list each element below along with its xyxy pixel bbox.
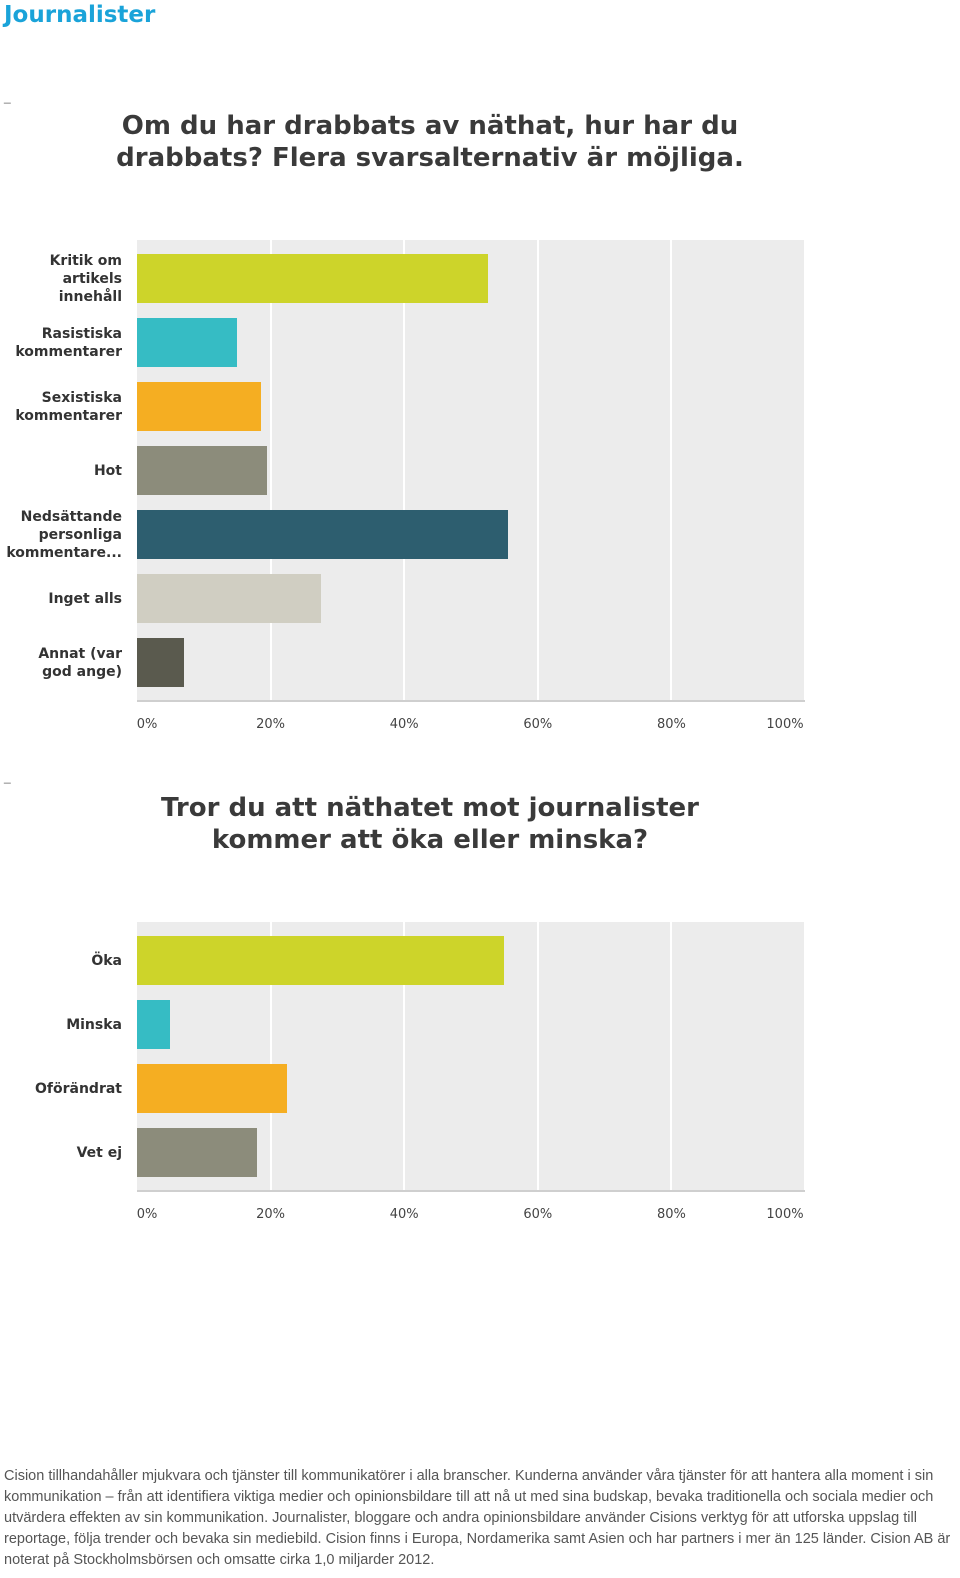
x-tick-label: 80% bbox=[656, 717, 686, 732]
x-tick-label: 20% bbox=[256, 1207, 286, 1222]
x-tick-label: 60% bbox=[523, 1207, 553, 1222]
bar bbox=[137, 1000, 171, 1049]
chart-title-line: Tror du att näthatet mot journalister bbox=[161, 793, 699, 823]
separator-2: _ bbox=[4, 770, 11, 784]
chart-title: Om du har drabbats av näthat, hur har du… bbox=[0, 110, 860, 174]
x-axis-line bbox=[137, 1190, 805, 1192]
category-label-line: kommentare... bbox=[6, 544, 122, 561]
gridline bbox=[804, 240, 806, 702]
chart-title: Tror du att näthatet mot journalister kom… bbox=[0, 792, 860, 856]
bar bbox=[137, 318, 238, 367]
category-label-line: Vet ej bbox=[76, 1144, 122, 1161]
category-label: Kritik om artikels innehåll bbox=[0, 252, 122, 306]
separator-1: _ bbox=[4, 90, 11, 104]
gridline bbox=[804, 922, 806, 1192]
gridline bbox=[670, 922, 673, 1192]
category-label-line: artikels bbox=[62, 270, 122, 287]
bar bbox=[137, 574, 321, 623]
category-label: Öka bbox=[0, 952, 122, 970]
bar bbox=[137, 638, 184, 687]
gridline bbox=[536, 240, 539, 702]
chart-title-line: kommer att öka eller minska? bbox=[211, 825, 649, 855]
category-label-line: Öka bbox=[91, 952, 122, 969]
footer-text: Cision tillhandahåller mjukvara och tjän… bbox=[4, 1468, 951, 1568]
category-label-line: Rasistiska bbox=[41, 325, 122, 342]
gridline bbox=[269, 240, 272, 702]
category-label: Hot bbox=[0, 462, 122, 480]
bar bbox=[137, 1064, 288, 1113]
category-label-line: kommentarer bbox=[15, 343, 122, 360]
bar bbox=[137, 1128, 258, 1177]
category-label-line: personliga bbox=[38, 526, 122, 543]
category-label-line: Nedsättande bbox=[20, 508, 122, 525]
gridline bbox=[670, 240, 673, 702]
category-label: Vet ej bbox=[0, 1144, 122, 1162]
bar bbox=[137, 936, 505, 985]
bar bbox=[137, 510, 508, 559]
x-tick-label: 100% bbox=[766, 717, 804, 732]
category-label-line: Hot bbox=[93, 462, 122, 479]
category-label: Inget alls bbox=[0, 590, 122, 608]
page-heading: Journalister bbox=[4, 2, 156, 28]
plot-area bbox=[137, 922, 806, 1192]
category-label-line: kommentarer bbox=[15, 407, 122, 424]
category-label: Rasistiska kommentarer bbox=[0, 325, 122, 361]
category-label: Nedsättande personliga kommentare... bbox=[0, 508, 122, 562]
x-tick-label: 20% bbox=[256, 717, 286, 732]
x-tick-label: 100% bbox=[766, 1207, 804, 1222]
category-label: Sexistiska kommentarer bbox=[0, 389, 122, 425]
gridline bbox=[403, 922, 406, 1192]
bar bbox=[137, 446, 268, 495]
gridline bbox=[536, 922, 539, 1192]
category-label-line: god ange) bbox=[42, 663, 122, 680]
category-label-line: Minska bbox=[66, 1016, 122, 1033]
gridline bbox=[269, 922, 272, 1192]
category-label: Oförändrat bbox=[0, 1080, 122, 1098]
x-tick-label: 80% bbox=[656, 1207, 686, 1222]
category-label-line: Annat (var bbox=[38, 645, 122, 662]
plot-area bbox=[137, 240, 806, 702]
x-tick-label: 40% bbox=[389, 1207, 419, 1222]
category-label-line: innehåll bbox=[58, 288, 122, 305]
gridline bbox=[403, 240, 406, 702]
category-label: Minska bbox=[0, 1016, 122, 1034]
x-tick-label: 60% bbox=[523, 717, 553, 732]
category-label-line: Sexistiska bbox=[41, 389, 122, 406]
chart-title-line: drabbats? Flera svarsalternativ är möjli… bbox=[116, 143, 744, 173]
category-label-line: Inget alls bbox=[48, 590, 122, 607]
x-tick-label: 0% bbox=[136, 717, 158, 732]
x-tick-label: 40% bbox=[389, 717, 419, 732]
chart-title-line: Om du har drabbats av näthat, hur har du bbox=[121, 111, 739, 141]
bar bbox=[137, 382, 261, 431]
x-tick-label: 0% bbox=[136, 1207, 158, 1222]
category-label: Annat (var god ange) bbox=[0, 645, 122, 681]
category-label-line: Kritik om bbox=[49, 252, 122, 269]
category-label-line: Oförändrat bbox=[35, 1080, 122, 1097]
bar bbox=[137, 254, 488, 303]
x-axis-line bbox=[137, 700, 805, 702]
